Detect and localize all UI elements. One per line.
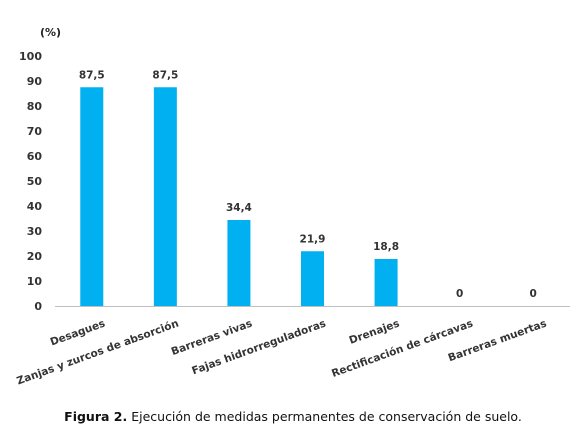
data-labels: 87,5 87,5 34,4 21,9 18,8 0 0 — [79, 69, 537, 300]
y-tick-label: 50 — [27, 175, 43, 188]
figure-caption: Figura 2. Ejecución de medidas permanent… — [0, 409, 586, 424]
y-tick-label: 40 — [27, 200, 43, 213]
y-tick-label: 20 — [27, 250, 43, 263]
data-label: 0 — [456, 288, 463, 300]
category-label: Desagues — [49, 318, 107, 349]
y-unit-label: (%) — [40, 26, 61, 39]
bar-chart: (%) 0 10 20 30 40 50 60 70 80 90 100 87,5 87,5 34,4 2… — [15, 26, 570, 388]
y-tick-label: 90 — [27, 75, 43, 88]
data-label: 18,8 — [373, 241, 399, 253]
y-tick-label: 0 — [34, 300, 42, 313]
data-label: 21,9 — [300, 233, 326, 245]
category-label: Rectificación de cárcavas — [330, 318, 475, 380]
bar — [301, 251, 324, 306]
data-label: 0 — [530, 288, 537, 300]
y-tick-label: 10 — [27, 275, 43, 288]
bars — [80, 87, 398, 306]
y-tick-label: 30 — [27, 225, 43, 238]
data-label: 34,4 — [226, 202, 252, 214]
y-tick-label: 70 — [27, 125, 43, 138]
bar — [374, 259, 398, 306]
caption-prefix: Figura 2. — [64, 409, 128, 424]
caption-text: Ejecución de medidas permanentes de cons… — [127, 409, 522, 424]
bar — [227, 220, 251, 306]
category-label: Drenajes — [348, 318, 401, 347]
category-label: Fajas hidrorreguladoras — [190, 318, 327, 378]
y-tick-label: 80 — [27, 100, 43, 113]
data-label: 87,5 — [152, 69, 178, 81]
bar — [153, 87, 177, 306]
bar — [80, 87, 104, 306]
y-axis: 0 10 20 30 40 50 60 70 80 90 100 — [19, 50, 42, 313]
data-label: 87,5 — [79, 69, 105, 81]
y-tick-label: 100 — [19, 50, 42, 63]
y-tick-label: 60 — [27, 150, 43, 163]
